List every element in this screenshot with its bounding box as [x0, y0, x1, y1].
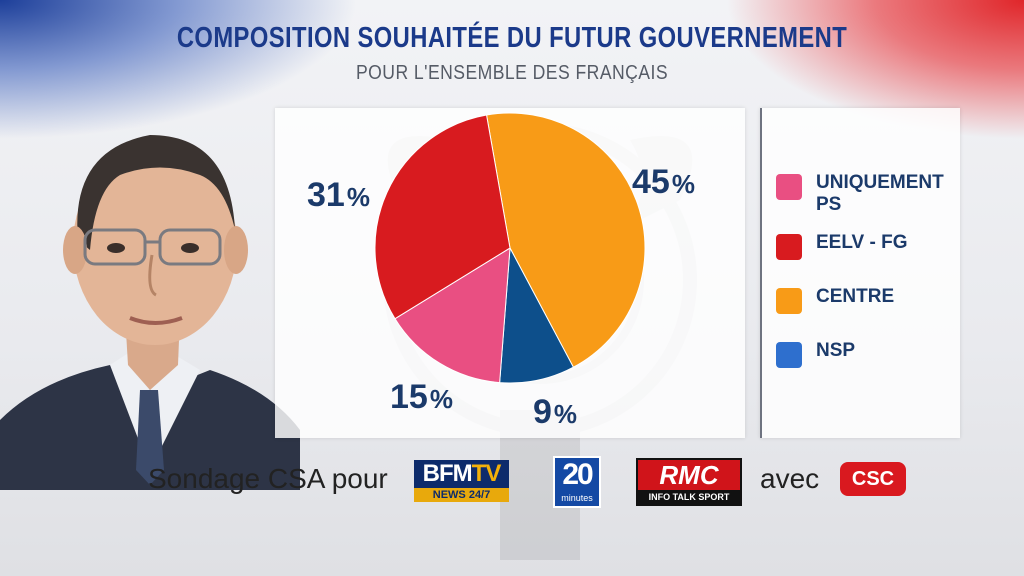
data-label-value: 45: [632, 163, 670, 201]
bfmtv-logo: BFMTV NEWS 24/7: [414, 460, 509, 502]
legend-item-uniquement-ps: UNIQUEMENT PS: [776, 172, 956, 216]
20-minutes-logo-number: 20: [562, 458, 593, 491]
legend-swatch: [776, 288, 802, 314]
legend-item-eelv-fg: EELV - FG: [776, 232, 956, 260]
chart-panel: 15% 31% 45% 9%: [275, 108, 745, 438]
data-label-unit: %: [553, 399, 578, 429]
legend-item-nsp: NSP: [776, 340, 956, 368]
pie-slice-uniquement-ps: [394, 247, 511, 384]
legend-item-centre: CENTRE: [776, 286, 956, 314]
rmc-logo-name: RMC: [659, 460, 719, 490]
data-label-unit: %: [429, 384, 453, 414]
pie-slice-eelv-fg: [374, 114, 511, 320]
legend-label: CENTRE: [816, 286, 895, 307]
bfmtv-logo-tv: TV: [471, 460, 502, 487]
data-label-value: 9: [533, 393, 552, 431]
legend-swatch: [776, 234, 802, 260]
legend-label: UNIQUEMENT PS: [816, 172, 944, 215]
legend: UNIQUEMENT PS EELV - FG CENTRE NSP: [760, 108, 960, 438]
csc-logo: CSC: [840, 462, 906, 496]
data-label-unit: %: [346, 182, 370, 212]
data-label-unit: %: [671, 169, 695, 199]
data-label-value: 15: [390, 378, 428, 416]
data-label-nsp: 9%: [533, 393, 577, 432]
20-minutes-logo: 20 minutes: [553, 456, 601, 508]
sondage-credit: Sondage CSA pour: [148, 463, 388, 494]
bfmtv-logo-bfm: BFM: [422, 460, 473, 487]
rmc-logo-tagline: INFO TALK SPORT: [638, 490, 740, 504]
bfmtv-logo-top: BFMTV: [414, 460, 509, 488]
bfmtv-logo-tagline: NEWS 24/7: [414, 488, 509, 502]
legend-swatch: [776, 174, 802, 200]
page-title: COMPOSITION SOUHAITÉE DU FUTUR GOUVERNEM…: [176, 22, 848, 54]
rmc-logo: RMC INFO TALK SPORT: [636, 458, 742, 506]
legend-swatch: [776, 342, 802, 368]
pie-chart: [374, 112, 646, 384]
20-minutes-logo-word: minutes: [561, 493, 593, 503]
data-label-value: 31: [307, 176, 345, 214]
avec-text: avec: [760, 463, 820, 494]
legend-label: NSP: [816, 340, 856, 361]
data-label-centre: 45%: [632, 163, 695, 202]
politician-portrait: [0, 135, 300, 490]
pie-slice-centre: [485, 112, 646, 368]
data-label-uniquement-ps: 15%: [390, 378, 453, 417]
data-label-eelv-fg: 31%: [307, 176, 370, 215]
page-subtitle: POUR L'ENSEMBLE DES FRANÇAIS: [355, 62, 669, 84]
legend-label: EELV - FG: [816, 232, 908, 253]
